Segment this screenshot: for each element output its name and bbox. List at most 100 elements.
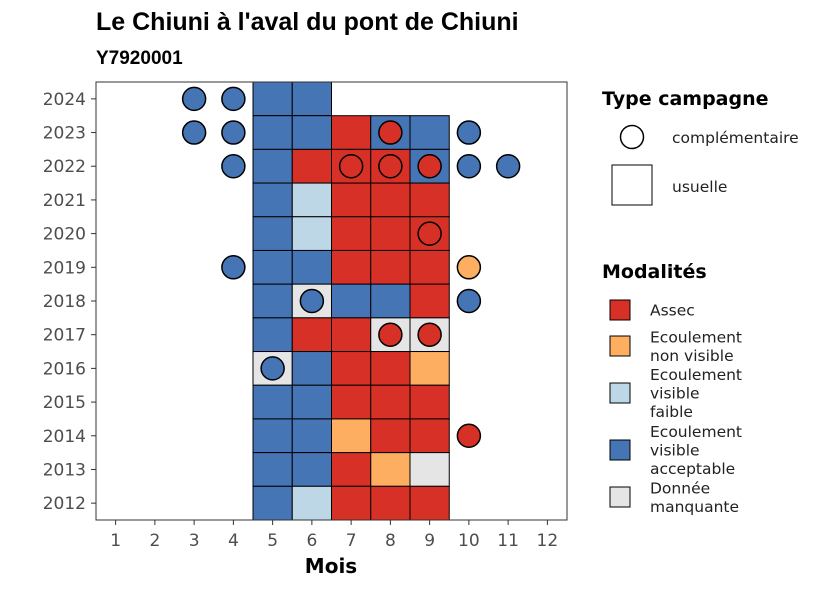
y-tick-label: 2024 [43, 90, 86, 110]
x-tick-label: 4 [228, 531, 239, 551]
tile-2016-8 [370, 351, 411, 386]
legend-label-usuelle: usuelle [672, 178, 727, 196]
legend-key-modalite [609, 335, 631, 357]
tile-2023-6 [291, 115, 332, 150]
tile-2021-8 [370, 182, 411, 218]
tile-2014-5 [252, 418, 293, 454]
point-2016-5 [260, 356, 285, 381]
point-2018-6 [299, 288, 325, 314]
point-2023-10 [456, 120, 482, 145]
y-tick-label: 2016 [43, 359, 86, 379]
tile-2018-5 [252, 283, 293, 319]
legend-label-complementaire: complémentaire [672, 129, 799, 147]
tile-2019-8 [370, 249, 411, 285]
point-2018-10 [456, 288, 482, 314]
legend-key-modalite [609, 439, 631, 461]
legend-type-title: Type campagne [602, 88, 769, 110]
tile-2023-5 [252, 115, 293, 150]
tile-2023-9 [409, 115, 450, 150]
chart-subtitle: Y7920001 [96, 48, 183, 69]
y-tick-label: 2013 [43, 460, 86, 480]
tile-2019-9 [409, 249, 450, 285]
point-2022-11 [495, 153, 521, 179]
x-tick-label: 3 [189, 531, 200, 551]
tile-2017-6 [291, 317, 332, 353]
legend-label-modalite: Assec [650, 302, 695, 320]
legend-type-campagne: Type campagne complémentaire usuelle [602, 88, 799, 206]
tile-2020-5 [252, 216, 293, 251]
tile-2013-7 [331, 452, 372, 487]
tile-2013-6 [291, 452, 332, 487]
tile-2018-7 [331, 283, 372, 319]
chart-title: Le Chiuni à l'aval du pont de Chiuni [96, 8, 519, 36]
tile-2014-9 [409, 418, 450, 454]
x-tick-label: 8 [385, 531, 396, 551]
y-tick-label: 2015 [43, 393, 86, 413]
tile-2014-7 [331, 418, 372, 454]
point-2022-10 [456, 153, 482, 179]
tile-2019-7 [331, 249, 372, 285]
legend-key-modalite [609, 382, 631, 404]
point-2024-3 [181, 86, 207, 112]
y-tick-label: 2022 [43, 157, 86, 177]
point-2020-9 [417, 221, 442, 246]
tile-2012-9 [409, 485, 450, 521]
point-2024-4 [221, 86, 246, 112]
point-2022-8 [378, 153, 403, 179]
x-tick-label: 10 [458, 531, 480, 551]
tile-2021-7 [331, 182, 372, 218]
y-tick-label: 2018 [43, 292, 86, 312]
tile-2015-7 [331, 384, 372, 420]
tile-2013-8 [370, 452, 411, 487]
tile-2020-7 [331, 216, 372, 251]
tile-2020-8 [370, 216, 411, 251]
tile-2020-6 [291, 216, 332, 251]
point-2022-9 [417, 153, 442, 179]
tile-2022-5 [252, 148, 293, 184]
point-2019-10 [456, 255, 482, 280]
point-2017-8 [378, 322, 403, 347]
y-tick-label: 2023 [43, 124, 86, 144]
plot-area [181, 81, 521, 521]
y-tick-label: 2012 [43, 494, 86, 514]
point-2022-7 [338, 153, 364, 179]
tile-2015-8 [370, 384, 411, 420]
tile-2014-8 [370, 418, 411, 454]
point-2017-9 [417, 322, 442, 347]
legend-label-modalite: Ecoulement non visible [650, 328, 742, 365]
tile-2016-6 [291, 351, 332, 386]
legend-modalites-title: Modalités [602, 261, 707, 283]
legend-label-modalite: Ecoulement visible faible [650, 366, 742, 421]
point-2014-10 [456, 423, 482, 449]
legend-key-usuelle [611, 164, 653, 206]
tile-2024-5 [252, 81, 293, 117]
tile-2022-6 [291, 148, 332, 184]
tile-2023-7 [331, 115, 372, 150]
tile-2012-6 [291, 485, 332, 521]
legend-label-modalite: Ecoulement visible acceptable [650, 423, 742, 478]
tile-2012-8 [370, 485, 411, 521]
x-tick-label: 2 [149, 531, 160, 551]
x-tick-label: 6 [306, 531, 317, 551]
tile-2017-5 [252, 317, 293, 353]
tile-2016-9 [409, 351, 450, 386]
tile-2017-7 [331, 317, 372, 353]
tile-2018-9 [409, 283, 450, 319]
x-tick-label: 5 [267, 531, 278, 551]
x-tick-label: 11 [497, 531, 519, 551]
tile-2024-6 [291, 81, 332, 117]
y-tick-label: 2014 [43, 427, 86, 447]
tile-2021-9 [409, 182, 450, 218]
y-tick-label: 2019 [43, 258, 86, 278]
axes: 1 2 3 4 5 6 7 8 9 10 11 122012201320142015201620172… [43, 81, 568, 551]
tile-2019-6 [291, 249, 332, 285]
tile-2014-6 [291, 418, 332, 454]
tile-2013-9 [409, 452, 450, 487]
tile-2018-8 [370, 283, 411, 319]
tile-2015-6 [291, 384, 332, 420]
y-tick-label: 2020 [43, 225, 86, 245]
legend-key-modalite [609, 486, 631, 508]
x-tick-label: 7 [346, 531, 357, 551]
